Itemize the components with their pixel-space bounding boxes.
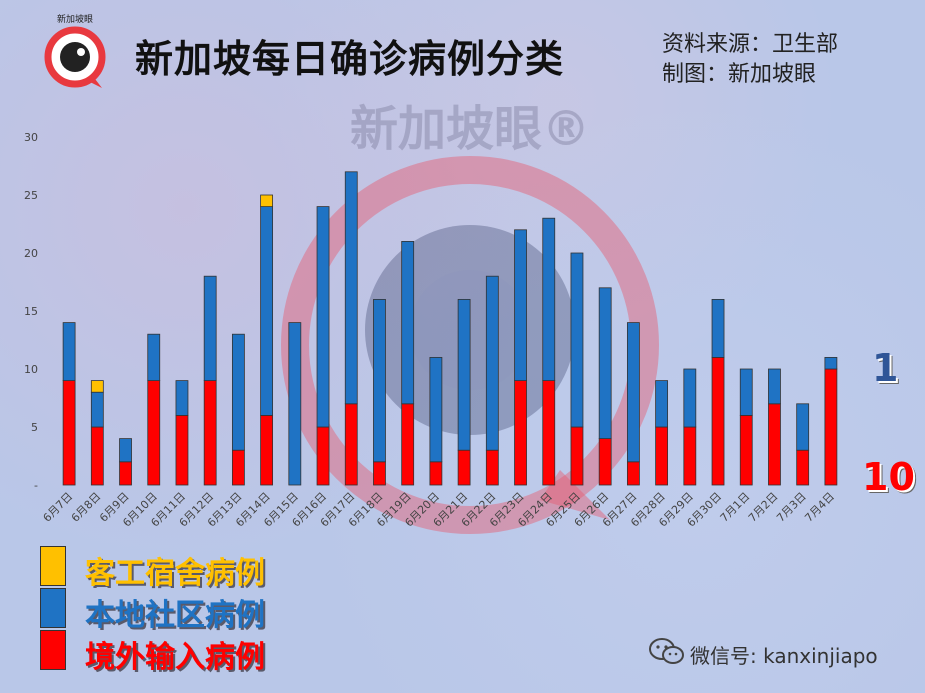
bar-segment-local <box>401 240 415 405</box>
bar-segment-imported <box>796 449 810 486</box>
bar-segment-imported <box>711 356 725 486</box>
bar-segment-imported <box>373 461 386 486</box>
bar-segment-local <box>288 322 302 486</box>
x-tick-label: 6月7日 <box>41 490 76 525</box>
bar-segment-imported <box>824 368 838 486</box>
y-tick-label: 20 <box>24 247 38 260</box>
maker-line: 制图：新加坡眼 <box>662 62 817 87</box>
legend-swatch-local <box>40 588 66 628</box>
y-tick-label: 25 <box>24 189 38 202</box>
x-tick-label: 7月1日 <box>718 490 753 525</box>
y-tick-label: 15 <box>24 305 38 318</box>
y-tick-label: - <box>34 479 38 492</box>
wechat-footer: 微信号: kanxinjiapo <box>648 636 918 668</box>
legend-label-local: 本地社区病例 <box>85 598 265 633</box>
bar-segment-imported <box>147 380 161 486</box>
bar-segment-local <box>119 438 132 463</box>
bar-segment-local <box>90 391 104 428</box>
local-count-label: 1 <box>872 346 899 390</box>
bar-segment-imported <box>739 414 753 486</box>
bar-segment-local <box>147 333 161 382</box>
bar-segment-imported <box>655 426 669 486</box>
bar-segment-imported <box>119 461 132 486</box>
bar-segment-imported <box>429 461 443 486</box>
bar-segment-local <box>824 356 838 370</box>
bar-segment-local <box>260 206 274 416</box>
x-tick-label: 7月3日 <box>774 490 809 525</box>
bar-segment-imported <box>231 449 245 486</box>
bar-segment-local <box>598 287 612 439</box>
source-line: 资料来源：卫生部 <box>662 32 839 57</box>
bar-segment-imported <box>203 380 217 486</box>
bar-segment-imported <box>316 426 330 486</box>
x-tick-label: 7月4日 <box>802 490 837 525</box>
watermark-text: 新加坡眼® <box>350 101 590 157</box>
bar-segment-local <box>711 298 725 358</box>
bar-segment-local <box>429 356 443 463</box>
x-tick-label: 7月2日 <box>746 490 781 525</box>
page-title: 新加坡每日确诊病例分类 <box>135 37 565 81</box>
bar-segment-local <box>768 368 781 405</box>
bar-segment-imported <box>768 403 781 486</box>
bar-segment-imported <box>514 380 527 486</box>
imported-count-label: 10 <box>862 455 915 499</box>
legend-swatch-imported <box>40 630 66 670</box>
bar-segment-imported <box>485 449 499 486</box>
wechat-id: 微信号: kanxinjiapo <box>690 644 878 668</box>
bar-segment-imported <box>401 403 415 486</box>
bar-segment-local <box>542 217 556 381</box>
y-tick-label: 10 <box>24 363 38 376</box>
legend-label-dorm: 客工宿舍病例 <box>85 556 265 591</box>
bar-segment-local <box>457 298 471 451</box>
legend-label-imported: 境外输入病例 <box>85 640 265 675</box>
bar-segment-imported <box>175 414 189 486</box>
y-tick-label: 30 <box>24 131 38 144</box>
bar-segment-local <box>231 333 245 451</box>
logo-text: 新加坡眼 <box>57 13 93 25</box>
bar-segment-dorm <box>90 380 104 393</box>
x-tick-label: 6月8日 <box>69 490 104 525</box>
bar-segment-imported <box>90 426 104 486</box>
bar-segment-local <box>626 322 640 463</box>
bar-segment-local <box>739 368 753 416</box>
bar-segment-local <box>796 403 810 451</box>
brand-logo: 新加坡眼 <box>44 13 106 88</box>
bar-segment-local <box>203 275 217 382</box>
bar-segment-imported <box>626 461 640 486</box>
bar-segment-local <box>514 229 527 382</box>
bar-segment-imported <box>62 380 76 486</box>
bar-segment-imported <box>683 426 697 486</box>
bar-segment-local <box>683 368 697 428</box>
bar-segment-imported <box>260 414 274 486</box>
bar-segment-imported <box>457 449 471 486</box>
bar-segment-imported <box>570 426 584 486</box>
bar-segment-imported <box>344 403 358 486</box>
bar-segment-local <box>655 380 669 428</box>
wechat-icon <box>649 638 684 664</box>
y-tick-label: 5 <box>31 421 38 434</box>
bar-segment-local <box>62 322 76 382</box>
bar-segment-imported <box>542 380 556 486</box>
bar-segment-local <box>373 298 386 463</box>
source-block: 资料来源：卫生部 制图：新加坡眼 <box>662 30 838 90</box>
bar-segment-local <box>175 380 189 416</box>
bar-segment-local <box>316 206 330 428</box>
bar-segment-dorm <box>260 194 274 207</box>
bar-segment-local <box>485 275 499 451</box>
bar-segment-local <box>570 252 584 428</box>
legend-swatch-dorm <box>40 546 66 586</box>
bar-segment-local <box>344 171 358 405</box>
bar-segment-imported <box>598 438 612 486</box>
